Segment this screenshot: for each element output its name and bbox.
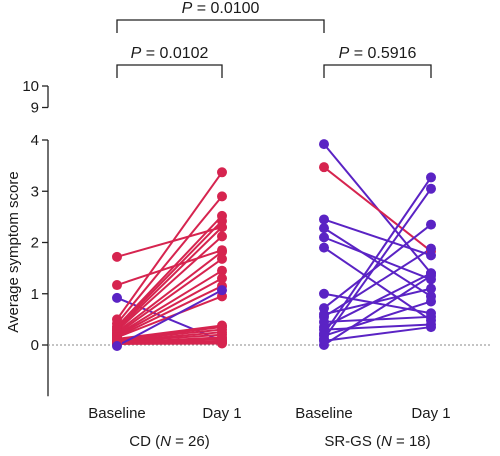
day1-point (217, 273, 227, 284)
x-tick-label-day1: Day 1 (411, 405, 450, 422)
p-value-label: P = 0.0102 (131, 45, 209, 62)
pair-line (116, 226, 223, 331)
pair-line (116, 328, 223, 341)
day1-point (426, 219, 436, 230)
pair-line (323, 218, 432, 257)
pair-line (323, 323, 432, 331)
p-value-label-part: = 0.5916 (349, 45, 416, 62)
group-label: SR-GS (N = 18) (324, 433, 430, 450)
pair-line (116, 226, 223, 258)
pair-line (323, 246, 432, 322)
pair-line (323, 223, 432, 309)
pair-line (116, 342, 223, 345)
p-value-label-part: = 0.0102 (141, 45, 208, 62)
baseline-point (319, 288, 329, 299)
group-label-part: SR-GS ( (324, 433, 381, 450)
day1-point (217, 265, 227, 276)
day1-point (217, 338, 227, 349)
group-label-part: = 26) (171, 433, 210, 450)
baseline-point (112, 280, 122, 291)
y-tick-label: 3 (31, 183, 39, 200)
y-axis-label: Average symptom score (5, 171, 22, 332)
pair-line (323, 272, 432, 328)
baseline-point (319, 232, 329, 243)
significance-bracket (116, 64, 223, 78)
pair-line (116, 249, 223, 286)
significance-bracket (116, 19, 325, 33)
pair-line (116, 289, 223, 347)
y-tick-label: 2 (31, 235, 39, 252)
pair-line (116, 269, 223, 336)
baseline-point (319, 214, 329, 225)
pair-line (116, 195, 223, 325)
pair-line (323, 247, 432, 318)
baseline-point (319, 162, 329, 173)
p-value-label-part: P (339, 45, 350, 62)
pair-line (116, 285, 223, 338)
p-value-label-part: P (131, 45, 142, 62)
y-tick-label: 1 (31, 286, 39, 303)
pair-line (116, 250, 223, 333)
day1-point (426, 296, 436, 307)
pair-line (323, 292, 432, 315)
baseline-point (319, 335, 329, 346)
pair-line (116, 215, 223, 328)
day1-point (217, 222, 227, 233)
group-label-part: = 18) (392, 433, 431, 450)
p-value-label-part: = 0.0100 (192, 0, 259, 17)
baseline-point (112, 251, 122, 262)
pair-line (116, 258, 223, 335)
day1-point (426, 172, 436, 183)
baseline-point (112, 341, 122, 352)
pair-line (323, 326, 432, 342)
pair-line (323, 236, 432, 281)
day1-point (217, 285, 227, 296)
day1-point (217, 167, 227, 178)
p-value-label-part: P (182, 0, 193, 17)
y-tick-label: 4 (31, 132, 39, 149)
day1-point (426, 243, 436, 254)
day1-point (426, 270, 436, 281)
group-label-part: N (381, 433, 392, 450)
group-label-part: N (160, 433, 171, 450)
day1-point (426, 283, 436, 294)
pair-line (116, 220, 223, 329)
pair-line (116, 295, 223, 339)
x-tick-label-baseline: Baseline (88, 405, 146, 422)
group-label: CD (N = 26) (129, 433, 209, 450)
significance-bracket (323, 64, 432, 78)
pair-line (116, 235, 223, 332)
day1-point (217, 191, 227, 202)
x-tick-label-baseline: Baseline (295, 405, 353, 422)
p-value-label: P = 0.5916 (339, 45, 417, 62)
baseline-point (112, 292, 122, 303)
pair-line (323, 188, 432, 340)
p-value-label: P = 0.0100 (182, 0, 260, 17)
pair-line (116, 171, 223, 320)
baseline-point (319, 242, 329, 253)
day1-point (426, 308, 436, 319)
pair-line (116, 333, 223, 343)
day1-point (217, 253, 227, 264)
day1-point (426, 322, 436, 333)
y-tick-label: 0 (31, 337, 39, 354)
baseline-point (319, 309, 329, 320)
y-tick-label: 10 (22, 78, 39, 95)
day1-point (217, 246, 227, 257)
day1-point (217, 231, 227, 242)
day1-point (426, 183, 436, 194)
baseline-point (319, 223, 329, 234)
pair-line (323, 166, 432, 252)
pair-line (323, 176, 432, 335)
pair-line (323, 287, 432, 316)
pair-line (323, 300, 432, 337)
baseline-point (319, 139, 329, 150)
x-tick-label-day1: Day 1 (202, 405, 241, 422)
baseline-point (319, 316, 329, 327)
pair-line (116, 277, 223, 337)
y-tick-label: 9 (31, 100, 39, 117)
pair-line (323, 274, 432, 346)
group-label-part: CD ( (129, 433, 160, 450)
